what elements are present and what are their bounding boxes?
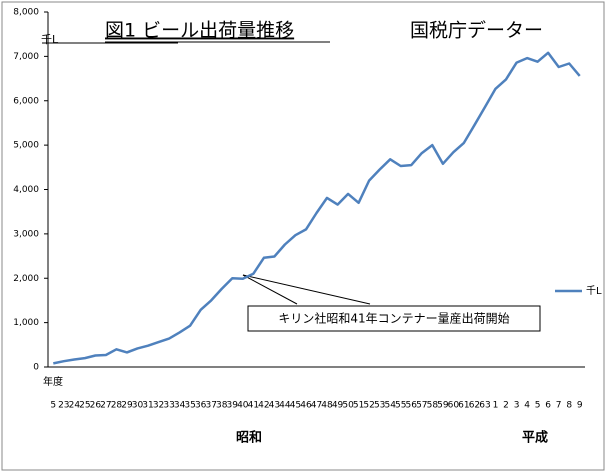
x-tick-label: 54 — [384, 401, 396, 411]
x-tick-label: 35 — [184, 401, 195, 411]
x-tick-label: 59 — [437, 401, 449, 411]
era-label: 昭和 — [236, 430, 262, 446]
x-tick-label: 9 — [577, 401, 583, 411]
x-tick-label: 5 — [535, 401, 541, 411]
x-tick-label: 62 — [469, 401, 480, 411]
x-tick-label: 32 — [153, 401, 164, 411]
y-tick-label: 8,000 — [13, 8, 39, 18]
data-line — [53, 51, 581, 365]
x-tick-label: 25 — [79, 401, 90, 411]
annotation: キリン社昭和41年コンテナー量産出荷開始 — [278, 311, 509, 326]
x-tick-label: 8 — [566, 401, 572, 411]
x-tick-label: 46 — [300, 401, 312, 411]
x-tick-label: 52 — [363, 401, 374, 411]
x-tick-label: 7 — [556, 401, 562, 411]
chart-subtitle: 国税庁データー — [410, 20, 543, 42]
x-tick-label: 51 — [353, 401, 364, 411]
x-tick-label: 47 — [311, 401, 322, 411]
x-tick-label: 1 — [493, 401, 499, 411]
x-tick-label: 42 — [258, 401, 269, 411]
x-tick-label: 39 — [227, 401, 239, 411]
x-tick-label: 6 — [545, 401, 551, 411]
x-tick-label: 50 — [342, 401, 354, 411]
y-tick-label: 5,000 — [13, 141, 39, 151]
legend-label: 千L — [586, 285, 602, 297]
x-tick-label: 43 — [269, 401, 280, 411]
annotation-pointer — [242, 274, 371, 305]
annotation-box — [247, 305, 541, 332]
x-tick-label: 40 — [237, 401, 249, 411]
x-tick-label: 23 — [58, 401, 69, 411]
x-tick-label: 45 — [290, 401, 301, 411]
x-tick-label: 33 — [163, 401, 174, 411]
x-tick-label: 41 — [248, 401, 259, 411]
x-tick-label: 44 — [279, 401, 291, 411]
x-tick-label: 37 — [205, 401, 216, 411]
x-tick-label: 2 — [503, 401, 509, 411]
x-tick-label: 49 — [332, 401, 344, 411]
x-tick-label: 27 — [100, 401, 111, 411]
x-tick-label: 30 — [132, 401, 144, 411]
x-tick-label: 56 — [406, 401, 418, 411]
x-tick-label: 63 — [479, 401, 490, 411]
x-tick-label: 57 — [416, 401, 427, 411]
x-tick-label: 48 — [321, 401, 333, 411]
y-unit: 千L — [41, 33, 59, 46]
x-tick-label: 53 — [374, 401, 385, 411]
x-tick-label: 38 — [216, 401, 228, 411]
x-tick-label: 36 — [195, 401, 207, 411]
x-tick-label: 5 — [50, 401, 56, 411]
x-tick-label: 4 — [524, 401, 530, 411]
x-tick-label: 58 — [427, 401, 439, 411]
x-tick-label: 34 — [174, 401, 186, 411]
x-tick-label: 28 — [111, 401, 123, 411]
y-tick-label: 1,000 — [13, 318, 39, 328]
y-tick-label: 3,000 — [13, 229, 39, 239]
annotation-pointer — [242, 274, 298, 305]
x-tick-label: 60 — [448, 401, 460, 411]
x-tick-label: 31 — [142, 401, 153, 411]
x-tick-label: 29 — [121, 401, 133, 411]
x-tick-label: 26 — [90, 401, 102, 411]
x-axis-label: 年度 — [43, 375, 63, 388]
x-tick-label: 55 — [395, 401, 406, 411]
y-tick-label: 0 — [33, 363, 39, 373]
y-tick-label: 2,000 — [13, 274, 39, 284]
x-tick-label: 24 — [69, 401, 81, 411]
chart-title: 図1 ビール出荷量推移 — [105, 20, 294, 42]
era-label: 平成 — [522, 430, 548, 446]
x-tick-label: 61 — [458, 401, 469, 411]
y-tick-label: 7,000 — [13, 52, 39, 62]
y-tick-label: 6,000 — [13, 96, 39, 106]
y-tick-label: 4,000 — [13, 185, 39, 195]
x-tick-label: 3 — [514, 401, 520, 411]
